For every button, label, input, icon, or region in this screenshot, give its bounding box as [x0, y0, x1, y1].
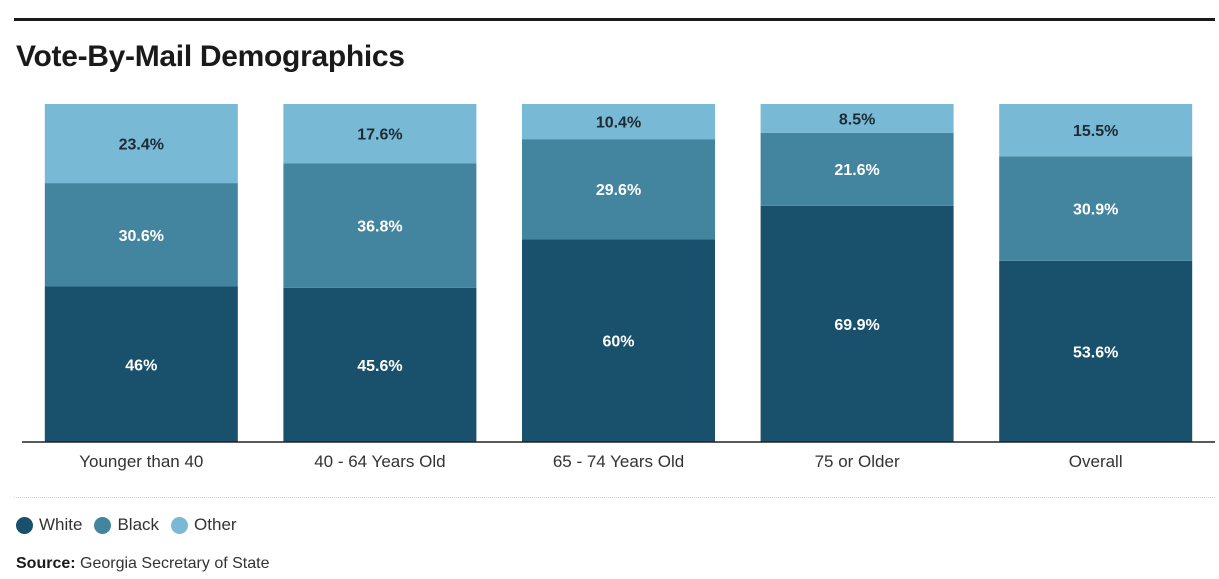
legend-label-other: Other	[194, 515, 237, 534]
bar-segment-white	[522, 239, 715, 442]
bar-value-label-black: 30.6%	[119, 228, 164, 245]
bar-value-label-other: 17.6%	[357, 127, 402, 144]
bar-value-label-black: 29.6%	[596, 182, 641, 199]
bar-segment-black	[760, 132, 954, 206]
bar-segment-other	[44, 104, 238, 184]
bar-value-label-other: 8.5%	[839, 111, 875, 128]
legend-divider	[14, 497, 1215, 498]
legend-swatch-other	[171, 516, 189, 534]
legend-item-white: White	[16, 515, 82, 535]
bar-segment-other	[522, 104, 715, 140]
bar-value-label-other: 23.4%	[119, 137, 164, 154]
legend-swatch-black	[94, 516, 112, 534]
bar-value-label-white: 46%	[125, 357, 157, 374]
x-tick-label: 75 or Older	[815, 452, 900, 471]
top-rule	[14, 18, 1215, 21]
bar-value-label-other: 10.4%	[596, 115, 641, 132]
bar-segment-black	[522, 139, 715, 240]
legend: White Black Other	[16, 515, 237, 535]
bar-segment-black	[44, 183, 238, 287]
bar-segment-black	[283, 163, 477, 288]
bar-segment-other	[999, 104, 1193, 157]
bar-segment-white	[283, 287, 477, 442]
bar-segment-other	[283, 104, 477, 164]
bar-segment-other	[760, 104, 954, 133]
bar-value-label-black: 30.9%	[1073, 202, 1118, 219]
bar-value-label-other: 15.5%	[1073, 123, 1118, 140]
source-text: Georgia Secretary of State	[80, 555, 270, 572]
legend-label-black: Black	[117, 515, 160, 534]
legend-item-black: Black	[94, 515, 159, 535]
x-tick-label: 65 - 74 Years Old	[553, 452, 684, 471]
source-prefix: Source:	[16, 555, 76, 572]
bar-value-label-white: 60%	[602, 334, 634, 351]
legend-item-other: Other	[171, 515, 237, 535]
bar-value-label-black: 36.8%	[357, 219, 402, 236]
source-note: Source: Georgia Secretary of State	[16, 555, 269, 573]
bar-value-label-white: 45.6%	[357, 358, 402, 375]
bar-segment-white	[44, 286, 238, 442]
legend-label-white: White	[39, 515, 83, 534]
bar-segment-white	[760, 205, 954, 442]
bar-segment-black	[999, 156, 1193, 261]
stacked-bar-chart: 46% 30.6% 23.4% Younger than 40 45.6% 36.8% 17…	[22, 104, 1215, 471]
bar-value-label-white: 53.6%	[1073, 344, 1118, 361]
bar-segment-white	[999, 260, 1193, 442]
bar-value-label-black: 21.6%	[834, 162, 879, 179]
x-tick-label: 40 - 64 Years Old	[314, 452, 445, 471]
x-tick-label: Overall	[1069, 452, 1123, 471]
bar-value-label-white: 69.9%	[834, 317, 879, 334]
legend-swatch-white	[16, 516, 33, 534]
x-tick-label: Younger than 40	[79, 452, 203, 471]
chart-title: Vote-By-Mail Demographics	[16, 40, 405, 73]
